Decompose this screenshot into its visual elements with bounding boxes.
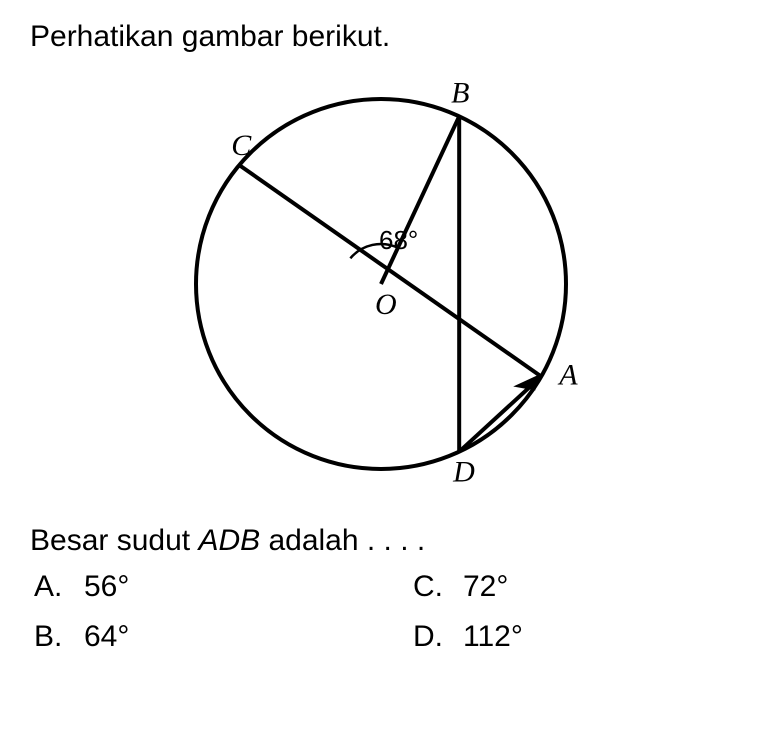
option-c-value: 72° [463, 570, 508, 604]
option-b: B. 64° [34, 620, 353, 654]
point-label-C: C [231, 129, 252, 162]
question-suffix: adalah . . . . [260, 524, 425, 557]
point-label-O: O [375, 288, 397, 321]
line-O-B [381, 116, 459, 284]
options-grid: A. 56° C. 72° B. 64° D. 112° [30, 570, 732, 654]
question-angle: ADB [198, 524, 260, 557]
option-d: D. 112° [413, 620, 732, 654]
option-b-value: 64° [84, 620, 129, 654]
point-label-D: D [452, 456, 475, 489]
marker-at-a [513, 375, 539, 391]
option-a-label: A. [34, 570, 84, 604]
diagram-container: 68° A B C D O [30, 74, 732, 494]
point-label-A: A [557, 359, 578, 392]
option-d-value: 112° [463, 620, 523, 654]
option-c-label: C. [413, 570, 463, 604]
question-text: Besar sudut ADB adalah . . . . [30, 524, 732, 558]
point-label-B: B [451, 76, 469, 109]
option-b-label: B. [34, 620, 84, 654]
option-c: C. 72° [413, 570, 732, 604]
circle-diagram: 68° A B C D O [171, 74, 591, 494]
problem-statement: Perhatikan gambar berikut. [30, 20, 732, 54]
option-d-label: D. [413, 620, 463, 654]
angle-label: 68° [379, 225, 418, 255]
question-prefix: Besar sudut [30, 524, 198, 557]
option-a-value: 56° [84, 570, 129, 604]
line-C-A [239, 165, 541, 376]
option-a: A. 56° [34, 570, 353, 604]
